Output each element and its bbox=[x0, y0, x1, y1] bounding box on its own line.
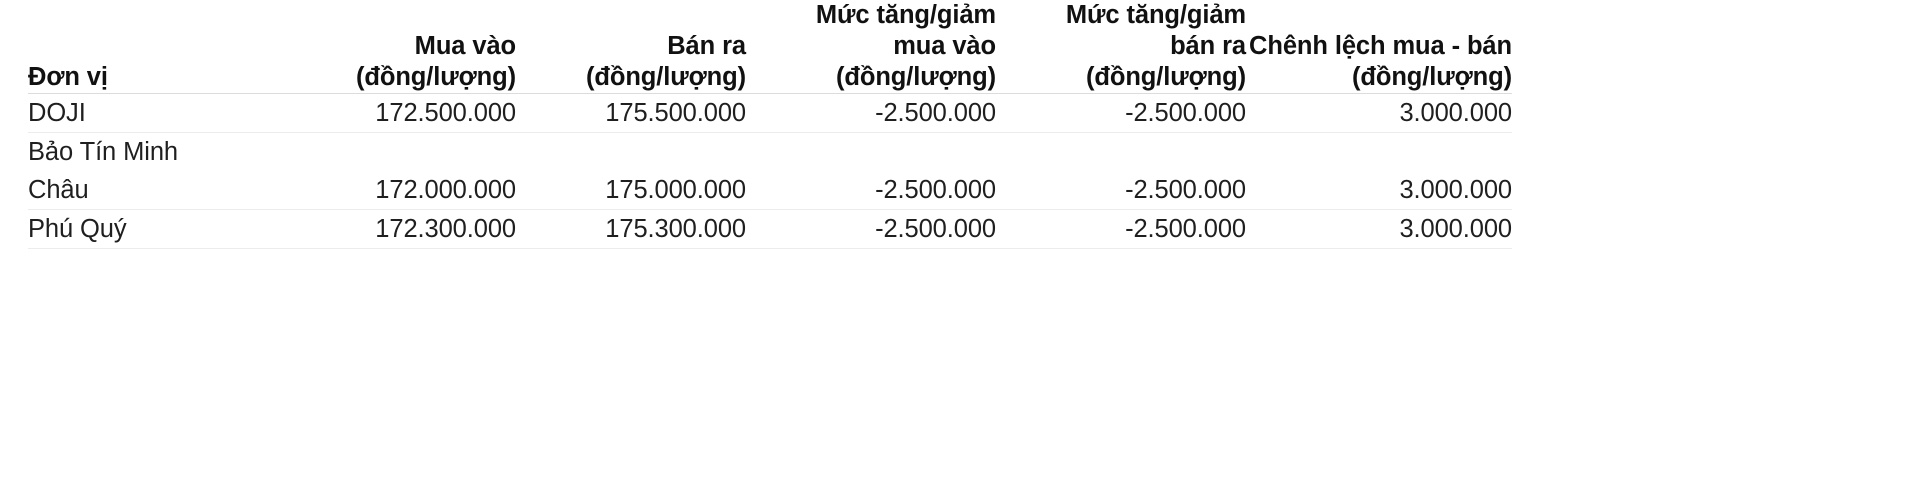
table-header-row: Đơn vị Mua vào (đồng/lượng) Bán ra (đồng… bbox=[28, 0, 1512, 94]
cell-sell: 175.300.000 bbox=[516, 209, 746, 249]
table-body: DOJI 172.500.000 175.500.000 -2.500.000 … bbox=[28, 93, 1512, 249]
cell-unit: Bảo Tín Minh Châu bbox=[28, 132, 328, 210]
table-row: Bảo Tín Minh Châu 172.000.000 175.000.00… bbox=[28, 132, 1512, 210]
cell-sell: 175.500.000 bbox=[516, 93, 746, 133]
cell-buy: 172.000.000 bbox=[328, 132, 516, 210]
table-row: DOJI 172.500.000 175.500.000 -2.500.000 … bbox=[28, 93, 1512, 133]
cell-change-buy: -2.500.000 bbox=[746, 93, 996, 133]
unit-name: Bảo Tín Minh Châu bbox=[28, 138, 178, 204]
cell-spread: 3.000.000 bbox=[1246, 93, 1512, 133]
cell-change-sell: -2.500.000 bbox=[996, 209, 1246, 249]
cell-buy: 172.500.000 bbox=[328, 93, 516, 133]
column-header-buy: Mua vào (đồng/lượng) bbox=[328, 0, 516, 94]
cell-change-buy: -2.500.000 bbox=[746, 209, 996, 249]
column-header-change-buy: Mức tăng/giảm mua vào (đồng/lượng) bbox=[746, 0, 996, 94]
unit-name: Phú Quý bbox=[28, 215, 127, 243]
cell-unit: DOJI bbox=[28, 93, 328, 133]
cell-spread: 3.000.000 bbox=[1246, 209, 1512, 249]
gold-price-table-container: Đơn vị Mua vào (đồng/lượng) Bán ra (đồng… bbox=[28, 0, 1512, 249]
cell-change-sell: -2.500.000 bbox=[996, 93, 1246, 133]
cell-buy: 172.300.000 bbox=[328, 209, 516, 249]
column-header-change-sell: Mức tăng/giảm bán ra (đồng/lượng) bbox=[996, 0, 1246, 94]
cell-change-sell: -2.500.000 bbox=[996, 132, 1246, 210]
table-row: Phú Quý 172.300.000 175.300.000 -2.500.0… bbox=[28, 209, 1512, 249]
unit-name: DOJI bbox=[28, 99, 86, 127]
table-header: Đơn vị Mua vào (đồng/lượng) Bán ra (đồng… bbox=[28, 0, 1512, 94]
column-header-spread: Chênh lệch mua - bán (đồng/lượng) bbox=[1246, 0, 1512, 94]
cell-unit: Phú Quý bbox=[28, 209, 328, 249]
cell-sell: 175.000.000 bbox=[516, 132, 746, 210]
column-header-unit: Đơn vị bbox=[28, 0, 328, 94]
column-header-sell: Bán ra (đồng/lượng) bbox=[516, 0, 746, 94]
gold-price-table: Đơn vị Mua vào (đồng/lượng) Bán ra (đồng… bbox=[28, 0, 1512, 249]
cell-spread: 3.000.000 bbox=[1246, 132, 1512, 210]
cell-change-buy: -2.500.000 bbox=[746, 132, 996, 210]
